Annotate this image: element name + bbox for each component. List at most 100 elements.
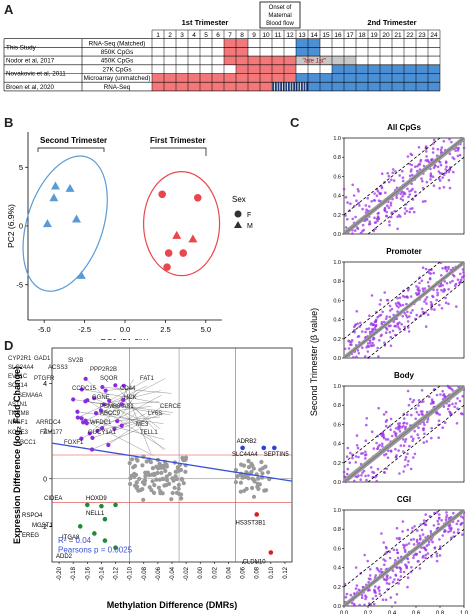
d-grey-point: [159, 470, 164, 475]
c-purple-point: [396, 297, 399, 300]
c-purple-point: [410, 566, 413, 569]
b-y-tick-label: 5: [19, 163, 23, 172]
c-purple-point: [396, 556, 400, 560]
c-purple-point: [449, 529, 452, 533]
c-purple-point: [397, 306, 400, 309]
row-assay: 450K CpGs: [101, 58, 134, 65]
c-purple-point: [452, 531, 456, 534]
c-purple-point: [426, 158, 429, 162]
d-purple-point: [107, 398, 112, 403]
d-purple-point: [98, 408, 103, 413]
c-purple-point: [401, 179, 405, 183]
week-number: 20: [382, 32, 390, 39]
c-purple-point: [406, 413, 409, 417]
c-purple-point: [423, 287, 427, 290]
c-purple-point: [441, 389, 444, 393]
c-purple-point: [389, 344, 393, 348]
c-purple-point: [426, 313, 430, 317]
c-purple-point: [407, 403, 411, 407]
c-purple-point: [404, 438, 408, 441]
novak27-first: [236, 64, 296, 74]
c-purple-point: [406, 320, 410, 323]
d-purple-point: [99, 426, 105, 431]
week-number: 22: [406, 32, 414, 39]
c-purple-point: [437, 522, 440, 526]
c-purple-point: [426, 281, 430, 284]
c-purple-point: [437, 436, 440, 440]
c-purple-point: [382, 541, 385, 544]
c-purple-point: [376, 315, 379, 319]
c-purple-point: [372, 199, 376, 202]
d-grey-point: [260, 471, 265, 476]
d-purple-point: [95, 428, 100, 433]
c-purple-point: [400, 323, 403, 326]
d-gene-label-purple: CCDC15: [72, 386, 97, 392]
c-purple-point: [417, 404, 420, 407]
c-purple-point: [366, 559, 369, 563]
d-grey-point: [129, 457, 135, 462]
c-purple-point: [401, 303, 405, 307]
c-purple-point: [419, 537, 422, 540]
c-purple-point: [421, 179, 424, 183]
c-purple-point: [445, 514, 449, 517]
c-purple-point: [450, 140, 453, 144]
c-purple-point: [423, 300, 426, 303]
c-purple-point: [456, 519, 460, 523]
c-purple-point: [387, 582, 391, 586]
c-purple-point: [447, 516, 451, 520]
c-purple-point: [420, 400, 423, 404]
c-purple-point: [444, 168, 447, 171]
c-purple-point: [356, 349, 360, 352]
onset-text-1: Onset of: [269, 5, 292, 11]
b-x-tick-label: 5.0: [201, 325, 211, 334]
c-y-tick-label: 0.8: [333, 155, 341, 161]
c-purple-point: [431, 151, 435, 154]
d-x-tick-label: -0.20: [57, 566, 63, 580]
c-purple-point: [401, 520, 405, 523]
d-x-tick-label: -0.14: [99, 566, 105, 580]
d-grey-point: [251, 494, 257, 499]
first-ellipse: [142, 171, 221, 277]
c-purple-point: [440, 274, 443, 277]
c-identity-line: [343, 137, 465, 235]
c-plot-title: All CpGs: [387, 123, 421, 132]
c-purple-point: [398, 430, 402, 433]
d-gene-label-purple: ASTN1: [8, 402, 28, 408]
c-purple-point: [384, 191, 387, 194]
d-grey-point: [233, 467, 238, 473]
d-grey-point: [135, 458, 140, 463]
d-x-tick-label: -0.06: [156, 566, 162, 580]
c-purple-point: [374, 594, 378, 598]
c-purple-point: [456, 407, 459, 410]
c-purple-point: [374, 318, 378, 322]
week-number: 11: [275, 32, 282, 39]
c-purple-point: [412, 543, 416, 546]
c-purple-point: [391, 569, 395, 572]
d-label-leader: [109, 379, 148, 401]
week-number: 18: [358, 32, 366, 39]
d-label-leader: [81, 389, 161, 404]
c-purple-point: [364, 457, 367, 460]
week-number: 23: [418, 32, 426, 39]
d-gene-label-purple: GGNE: [92, 395, 110, 401]
first-point: [188, 234, 198, 243]
c-purple-point: [436, 293, 439, 297]
c-purple-point: [420, 307, 424, 311]
c-dashed-upper: [343, 385, 441, 464]
c-purple-point: [367, 223, 371, 226]
c-purple-point: [440, 150, 443, 154]
d-purple-point: [89, 447, 95, 452]
d-gene-label-green: ITGA8: [62, 535, 80, 541]
c-purple-point: [417, 163, 421, 166]
c-purple-point: [462, 146, 466, 150]
c-purple-point: [438, 413, 441, 416]
d-pearson-text: Pearsons p = 0.0025: [58, 545, 133, 554]
c-purple-point: [413, 429, 416, 433]
d-label-leader: [102, 386, 172, 394]
c-purple-point: [392, 548, 396, 552]
c-purple-point: [366, 350, 370, 353]
d-x-tick-label: 0.10: [269, 566, 275, 578]
week-number: 10: [262, 32, 270, 39]
c-purple-point: [410, 435, 413, 439]
c-purple-point: [403, 548, 407, 552]
